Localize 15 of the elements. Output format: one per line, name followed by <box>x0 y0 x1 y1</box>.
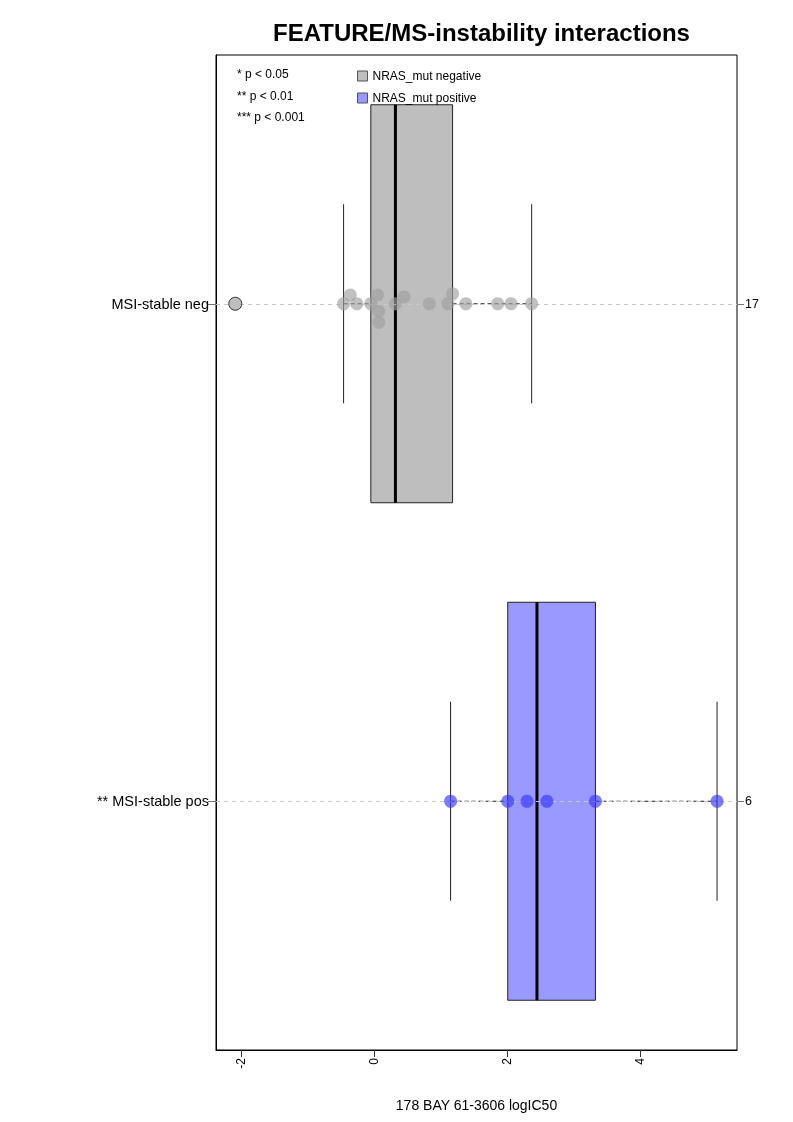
annotation: ** p < 0.01 <box>237 88 294 103</box>
x-tick-label: -2 <box>234 1057 249 1069</box>
y2-tick-label: 17 <box>745 296 759 311</box>
y2-tick-label: 6 <box>745 794 752 809</box>
x-tick-label: 2 <box>500 1057 515 1065</box>
x-tick-label: 0 <box>367 1057 382 1065</box>
annotation: *** p < 0.001 <box>237 110 306 124</box>
y-tick-label: ** MSI-stable pos <box>96 793 209 810</box>
y-tick-label: MSI-stable neg <box>111 295 209 312</box>
annotation: * p < 0.05 <box>237 67 290 81</box>
x-tick-label: 4 <box>632 1057 647 1065</box>
chart-title: FEATURE/MS-instability interactions <box>273 18 690 46</box>
x-axis-title: 178 BAY 61-3606 logIC50 <box>395 1097 558 1113</box>
legend-label: NRAS_mut negative <box>372 69 482 83</box>
legend-label: NRAS_mut positive <box>372 91 477 105</box>
